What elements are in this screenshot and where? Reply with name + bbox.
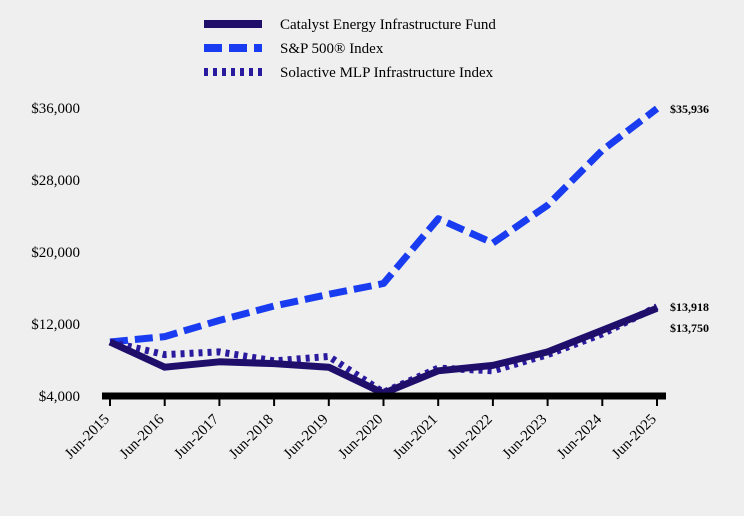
end-label-solactive-mlp-infrastructure-index: $13,918	[670, 300, 709, 314]
series-line-s-p-500-index	[109, 105, 660, 346]
y-tick-label: $20,000	[31, 245, 80, 261]
end-label-catalyst-energy-infrastructure-fund: $13,750	[670, 321, 709, 335]
y-tick-label: $28,000	[31, 173, 80, 189]
end-label-s-p-500-index: $35,936	[670, 102, 709, 116]
x-tick-label: Jun-2024	[554, 411, 605, 462]
x-tick-label: Jun-2015	[62, 412, 113, 463]
x-tick-label: Jun-2022	[445, 412, 496, 463]
x-tick-label: Jun-2021	[390, 412, 441, 463]
x-tick-label: Jun-2017	[171, 411, 222, 462]
y-tick-label: $4,000	[39, 389, 80, 405]
legend: Catalyst Energy Infrastructure Fund S&P 5…	[204, 17, 496, 81]
series-layer	[108, 105, 660, 397]
legend-label-catalyst-energy-infrastructure-fund: Catalyst Energy Infrastructure Fund	[280, 17, 496, 33]
x-tick-label: Jun-2016	[117, 411, 168, 462]
x-tick-label: Jun-2020	[336, 412, 387, 463]
x-tick-label: Jun-2018	[226, 412, 277, 463]
series-line-solactive-mlp-infrastructure-index	[109, 303, 659, 396]
x-tick-label: Jun-2019	[281, 412, 332, 463]
x-tick-label: Jun-2025	[609, 412, 660, 463]
y-axis: $4,000 $12,000 $20,000 $28,000 $36,000	[31, 101, 80, 405]
legend-label-solactive-mlp-infrastructure-index: Solactive MLP Infrastructure Index	[280, 65, 494, 81]
legend-label-s-p-500-index: S&P 500® Index	[280, 41, 384, 57]
y-tick-label: $36,000	[31, 101, 80, 117]
x-tick-label: Jun-2023	[500, 412, 551, 463]
end-labels: $13,750 $35,936 $13,918	[670, 102, 709, 335]
x-axis: Jun-2015 Jun-2016 Jun-2017 Jun-2018 Jun-2019…	[62, 392, 666, 463]
y-tick-label: $12,000	[31, 317, 80, 333]
